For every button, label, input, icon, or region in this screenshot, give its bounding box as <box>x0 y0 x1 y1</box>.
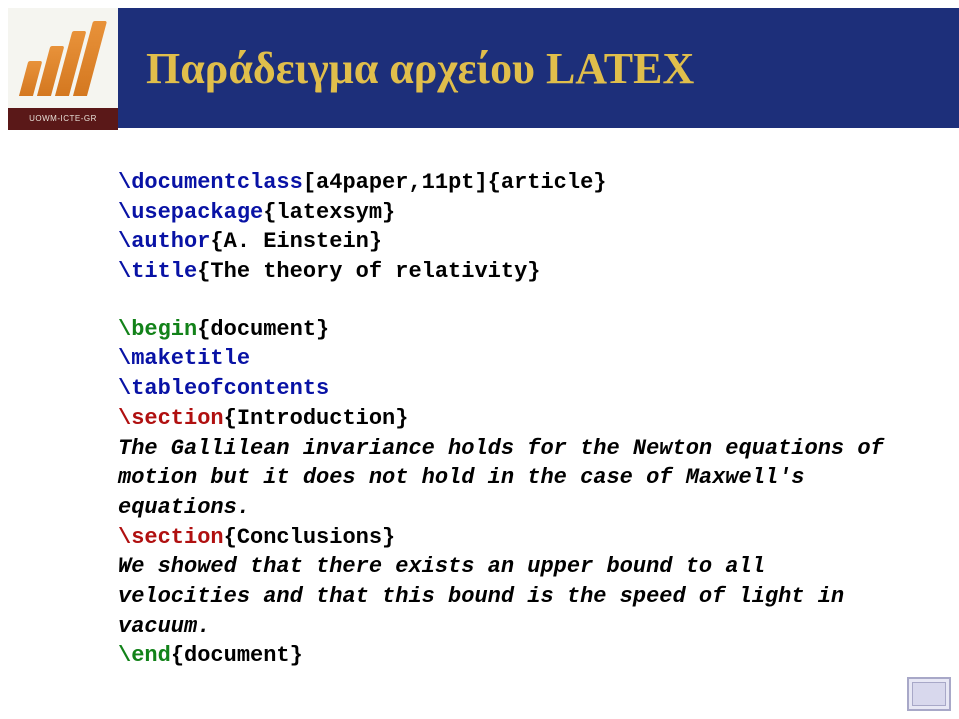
code-line: \end{document} <box>118 641 899 671</box>
code-line: \section{Introduction} <box>118 404 899 434</box>
code-line: \maketitle <box>118 344 899 374</box>
code-line: \tableofcontents <box>118 374 899 404</box>
code-body: We showed that there exists an upper bou… <box>118 552 899 641</box>
code-line: \documentclass[a4paper,11pt]{article} <box>118 168 899 198</box>
code-line: \section{Conclusions} <box>118 523 899 553</box>
page-title: Παράδειγμα αρχείου LATEX <box>146 43 694 94</box>
logo-graphic <box>8 8 118 108</box>
code-line: \author{A. Einstein} <box>118 227 899 257</box>
code-block: \documentclass[a4paper,11pt]{article} \u… <box>118 168 899 671</box>
header: Παράδειγμα αρχείου LATEX <box>118 8 959 128</box>
logo: UOWM-ICTE-GR <box>8 8 118 148</box>
logo-label: UOWM-ICTE-GR <box>8 108 118 130</box>
page-indicator <box>907 677 951 711</box>
code-line: \usepackage{latexsym} <box>118 198 899 228</box>
code-line: \title{The theory of relativity} <box>118 257 899 287</box>
logo-bars <box>19 21 107 96</box>
code-line: \begin{document} <box>118 315 899 345</box>
code-body: The Gallilean invariance holds for the N… <box>118 434 899 523</box>
